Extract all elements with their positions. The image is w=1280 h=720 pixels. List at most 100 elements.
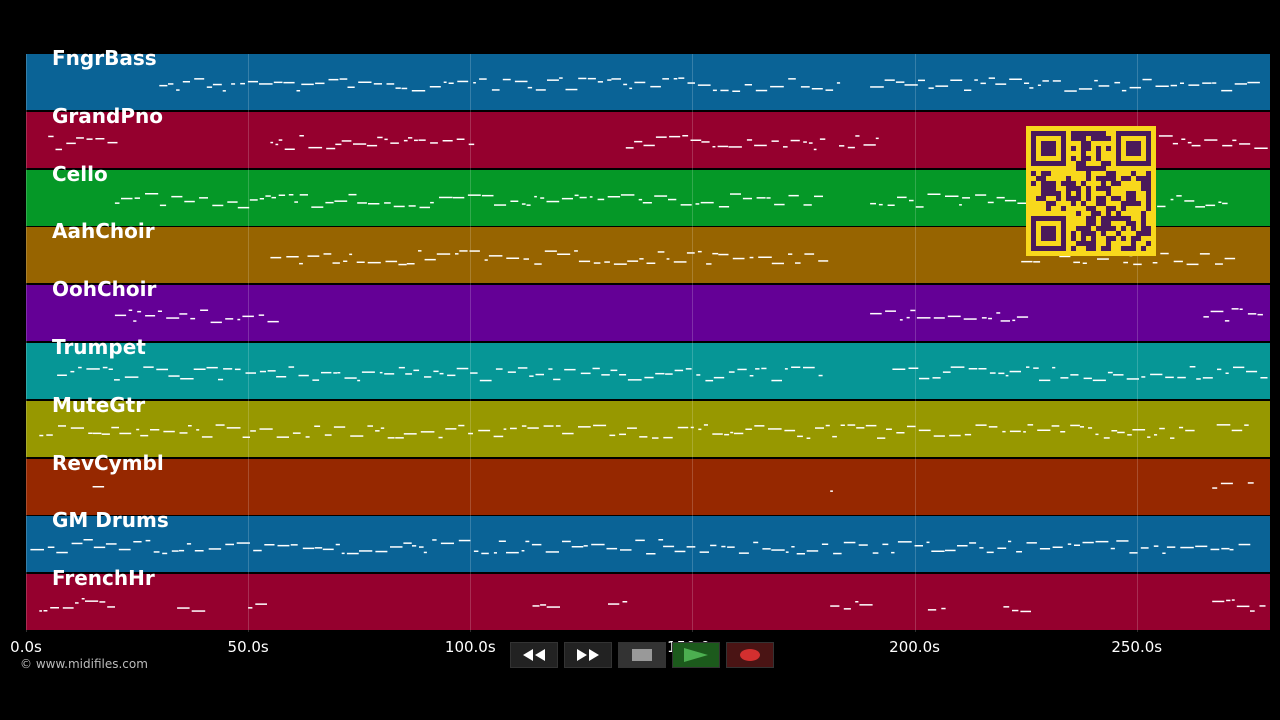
note	[717, 145, 729, 147]
track-lane[interactable]: GM Drums	[26, 508, 1270, 573]
qr-module	[1141, 211, 1146, 216]
note	[579, 196, 587, 198]
note	[1218, 201, 1222, 203]
note	[299, 134, 304, 137]
note	[1238, 544, 1251, 546]
note	[1078, 88, 1093, 90]
note	[629, 87, 633, 90]
track-name: FngrBass	[52, 46, 157, 70]
note	[403, 139, 408, 142]
qr-module	[1111, 176, 1116, 181]
track-lane[interactable]: Trumpet	[26, 335, 1270, 399]
note	[439, 372, 444, 375]
note	[935, 85, 949, 87]
fast-forward-button[interactable]	[564, 642, 612, 668]
note	[527, 86, 533, 89]
note	[150, 428, 160, 431]
note	[1216, 423, 1231, 426]
note	[1113, 374, 1124, 376]
note	[412, 545, 417, 547]
note	[791, 546, 795, 548]
note	[264, 544, 275, 546]
note	[933, 435, 945, 437]
qr-module	[1106, 191, 1111, 196]
note	[470, 372, 478, 374]
note	[222, 90, 226, 92]
note	[791, 366, 801, 368]
note	[408, 136, 413, 139]
note	[909, 199, 914, 201]
qr-module	[1091, 211, 1096, 216]
note	[133, 320, 137, 322]
note	[564, 368, 576, 371]
qr-module	[1081, 166, 1086, 171]
note	[755, 89, 768, 92]
note	[473, 550, 479, 553]
stop-icon	[632, 649, 652, 661]
track-lane[interactable]: OohChoir	[26, 277, 1270, 342]
note	[442, 139, 453, 142]
note	[298, 374, 309, 377]
note	[411, 90, 426, 92]
stop-button[interactable]	[618, 642, 666, 668]
note	[589, 195, 593, 198]
note	[162, 553, 168, 555]
track-lane[interactable]: MuteGtr	[26, 393, 1270, 457]
note	[673, 261, 687, 264]
note	[333, 426, 346, 428]
note	[406, 263, 415, 265]
note	[580, 372, 591, 375]
note	[507, 371, 516, 373]
note	[81, 598, 85, 600]
note	[546, 606, 560, 608]
qr-module	[1121, 236, 1126, 241]
track-lane[interactable]: RevCymbl	[26, 451, 1270, 515]
note	[1082, 542, 1094, 544]
note	[1052, 366, 1056, 369]
qr-module	[1101, 226, 1106, 231]
note	[597, 81, 603, 83]
note	[562, 541, 571, 543]
note	[83, 539, 93, 541]
qr-module	[1071, 146, 1076, 151]
note	[1016, 551, 1022, 553]
qr-module	[1076, 241, 1081, 246]
qr-module	[1121, 216, 1126, 221]
qr-module	[1146, 186, 1151, 191]
rewind-button[interactable]	[510, 642, 558, 668]
qr-module	[1071, 236, 1076, 241]
note	[627, 260, 639, 263]
qr-module	[1071, 186, 1076, 191]
note	[1012, 609, 1019, 612]
note	[50, 607, 59, 609]
note	[242, 315, 254, 318]
note	[114, 379, 120, 381]
track-lane[interactable]: FngrBass	[26, 46, 1270, 110]
note	[1107, 371, 1113, 374]
note	[92, 485, 105, 488]
note	[234, 368, 241, 371]
note	[341, 139, 352, 142]
note	[521, 550, 525, 552]
qr-module	[1086, 241, 1091, 246]
note	[521, 202, 526, 205]
note	[443, 81, 447, 83]
note	[458, 540, 471, 542]
record-button[interactable]	[726, 642, 774, 668]
note	[1204, 139, 1218, 141]
track-lane[interactable]: FrenchHr	[26, 566, 1270, 631]
note	[1212, 486, 1218, 489]
note	[950, 79, 963, 81]
note	[1222, 144, 1233, 147]
qr-module	[1091, 216, 1096, 221]
note	[638, 198, 643, 200]
note	[430, 201, 434, 203]
note	[732, 258, 745, 260]
note	[418, 139, 426, 141]
note	[429, 86, 441, 88]
qr-module	[1046, 191, 1051, 196]
play-button[interactable]	[672, 642, 720, 668]
note	[1023, 430, 1026, 433]
qr-module	[1101, 186, 1106, 191]
note	[1179, 426, 1184, 429]
